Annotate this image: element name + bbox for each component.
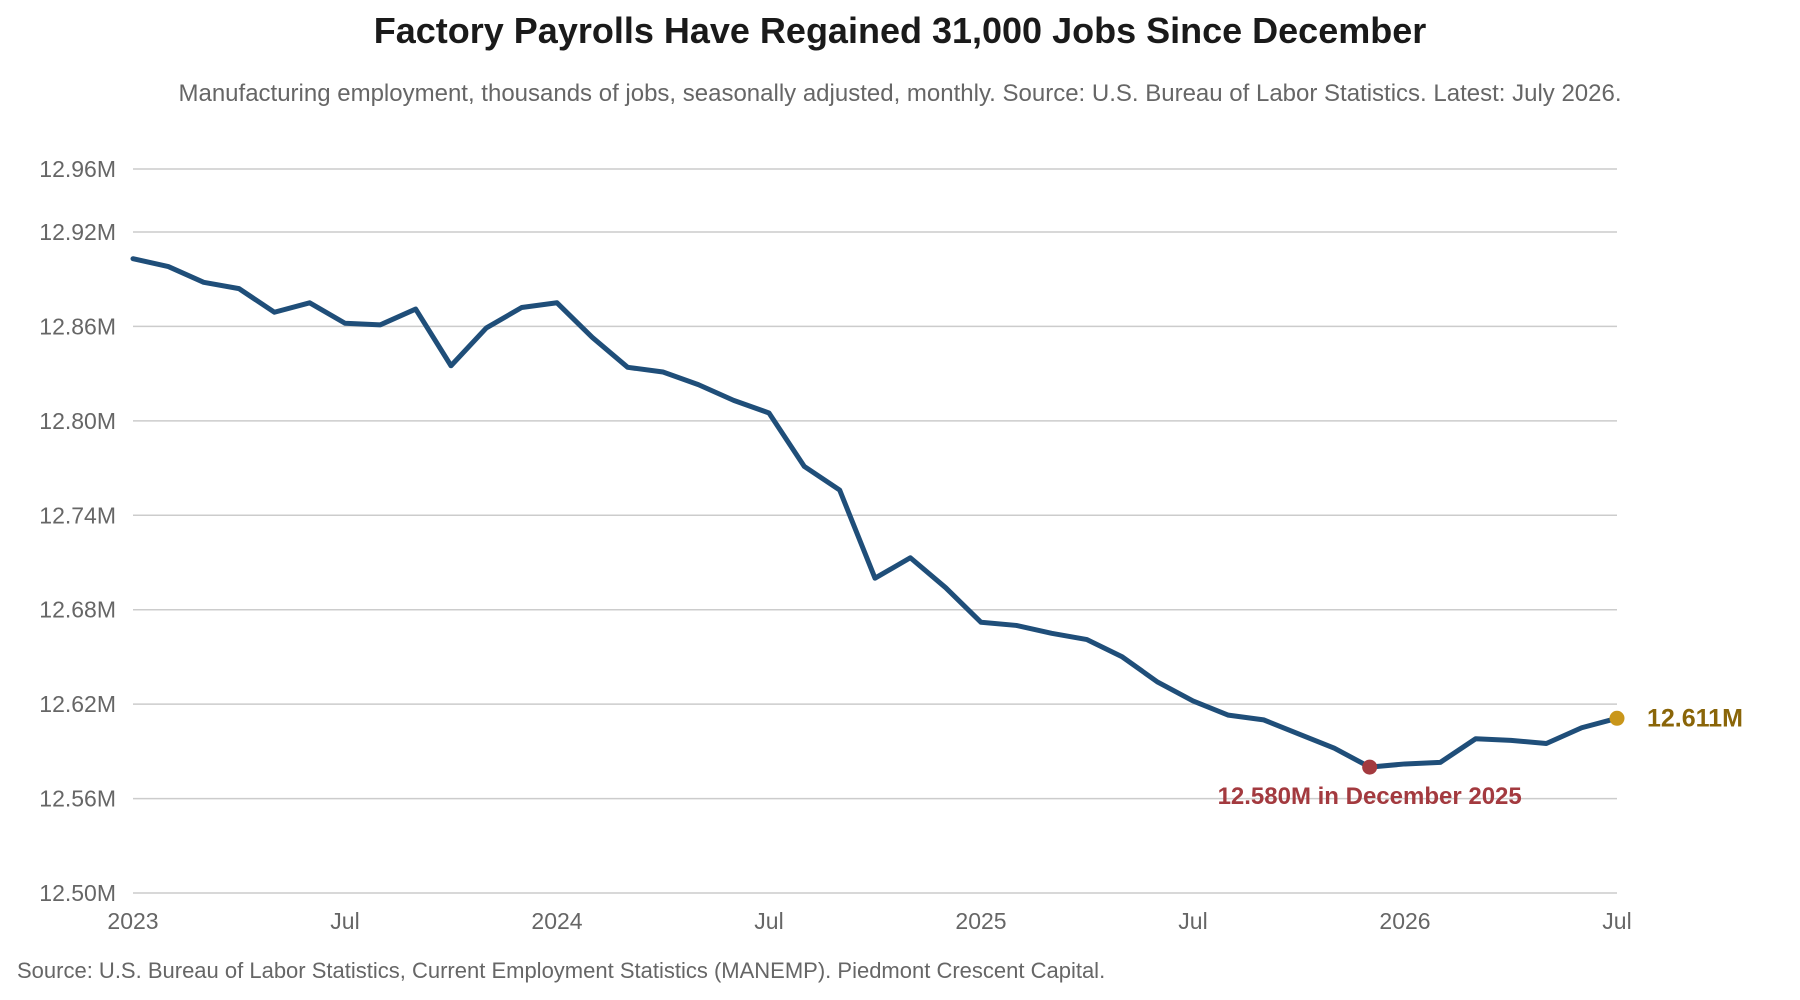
chart-title: Factory Payrolls Have Regained 31,000 Jo…	[373, 10, 1427, 51]
y-tick-label: 12.56M	[39, 786, 116, 812]
trough-label: 12.580M in December 2025	[1218, 783, 1522, 810]
x-tick-label: 2023	[107, 908, 158, 934]
y-tick-label: 12.96M	[39, 156, 116, 182]
x-tick-label: 2026	[1379, 908, 1430, 934]
y-tick-label: 12.68M	[39, 597, 116, 623]
gridlines	[133, 168, 1617, 894]
x-tick-label: 2024	[531, 908, 582, 934]
x-axis-tick-labels: 2023 Jul 2024 Jul 2025 Jul 2026 Jul	[107, 908, 1631, 934]
annotations: 12.580M in December 2025 12.611M	[1218, 704, 1743, 810]
x-tick-label: Jul	[1602, 908, 1631, 934]
y-tick-label: 12.74M	[39, 502, 116, 528]
source-footnote: Source: U.S. Bureau of Labor Statistics,…	[17, 958, 1106, 983]
manufacturing-employment-line	[130, 256, 1620, 770]
latest-value-label: 12.611M	[1647, 704, 1743, 732]
y-axis-tick-labels: 12.50M 12.56M 12.62M 12.68M 12.74M 12.80M 12.8…	[39, 156, 116, 906]
x-tick-label: 2025	[955, 908, 1006, 934]
latest-marker	[1609, 710, 1625, 726]
y-tick-label: 12.80M	[39, 408, 116, 434]
x-tick-label: Jul	[754, 908, 783, 934]
y-tick-label: 12.62M	[39, 691, 116, 717]
trough-marker	[1362, 759, 1378, 775]
x-tick-label: Jul	[330, 908, 359, 934]
y-tick-label: 12.86M	[39, 313, 116, 339]
chart-subtitle: Manufacturing employment, thousands of j…	[178, 80, 1622, 107]
y-tick-label: 12.50M	[39, 880, 116, 906]
x-tick-label: Jul	[1178, 908, 1207, 934]
y-tick-label: 12.92M	[39, 219, 116, 245]
